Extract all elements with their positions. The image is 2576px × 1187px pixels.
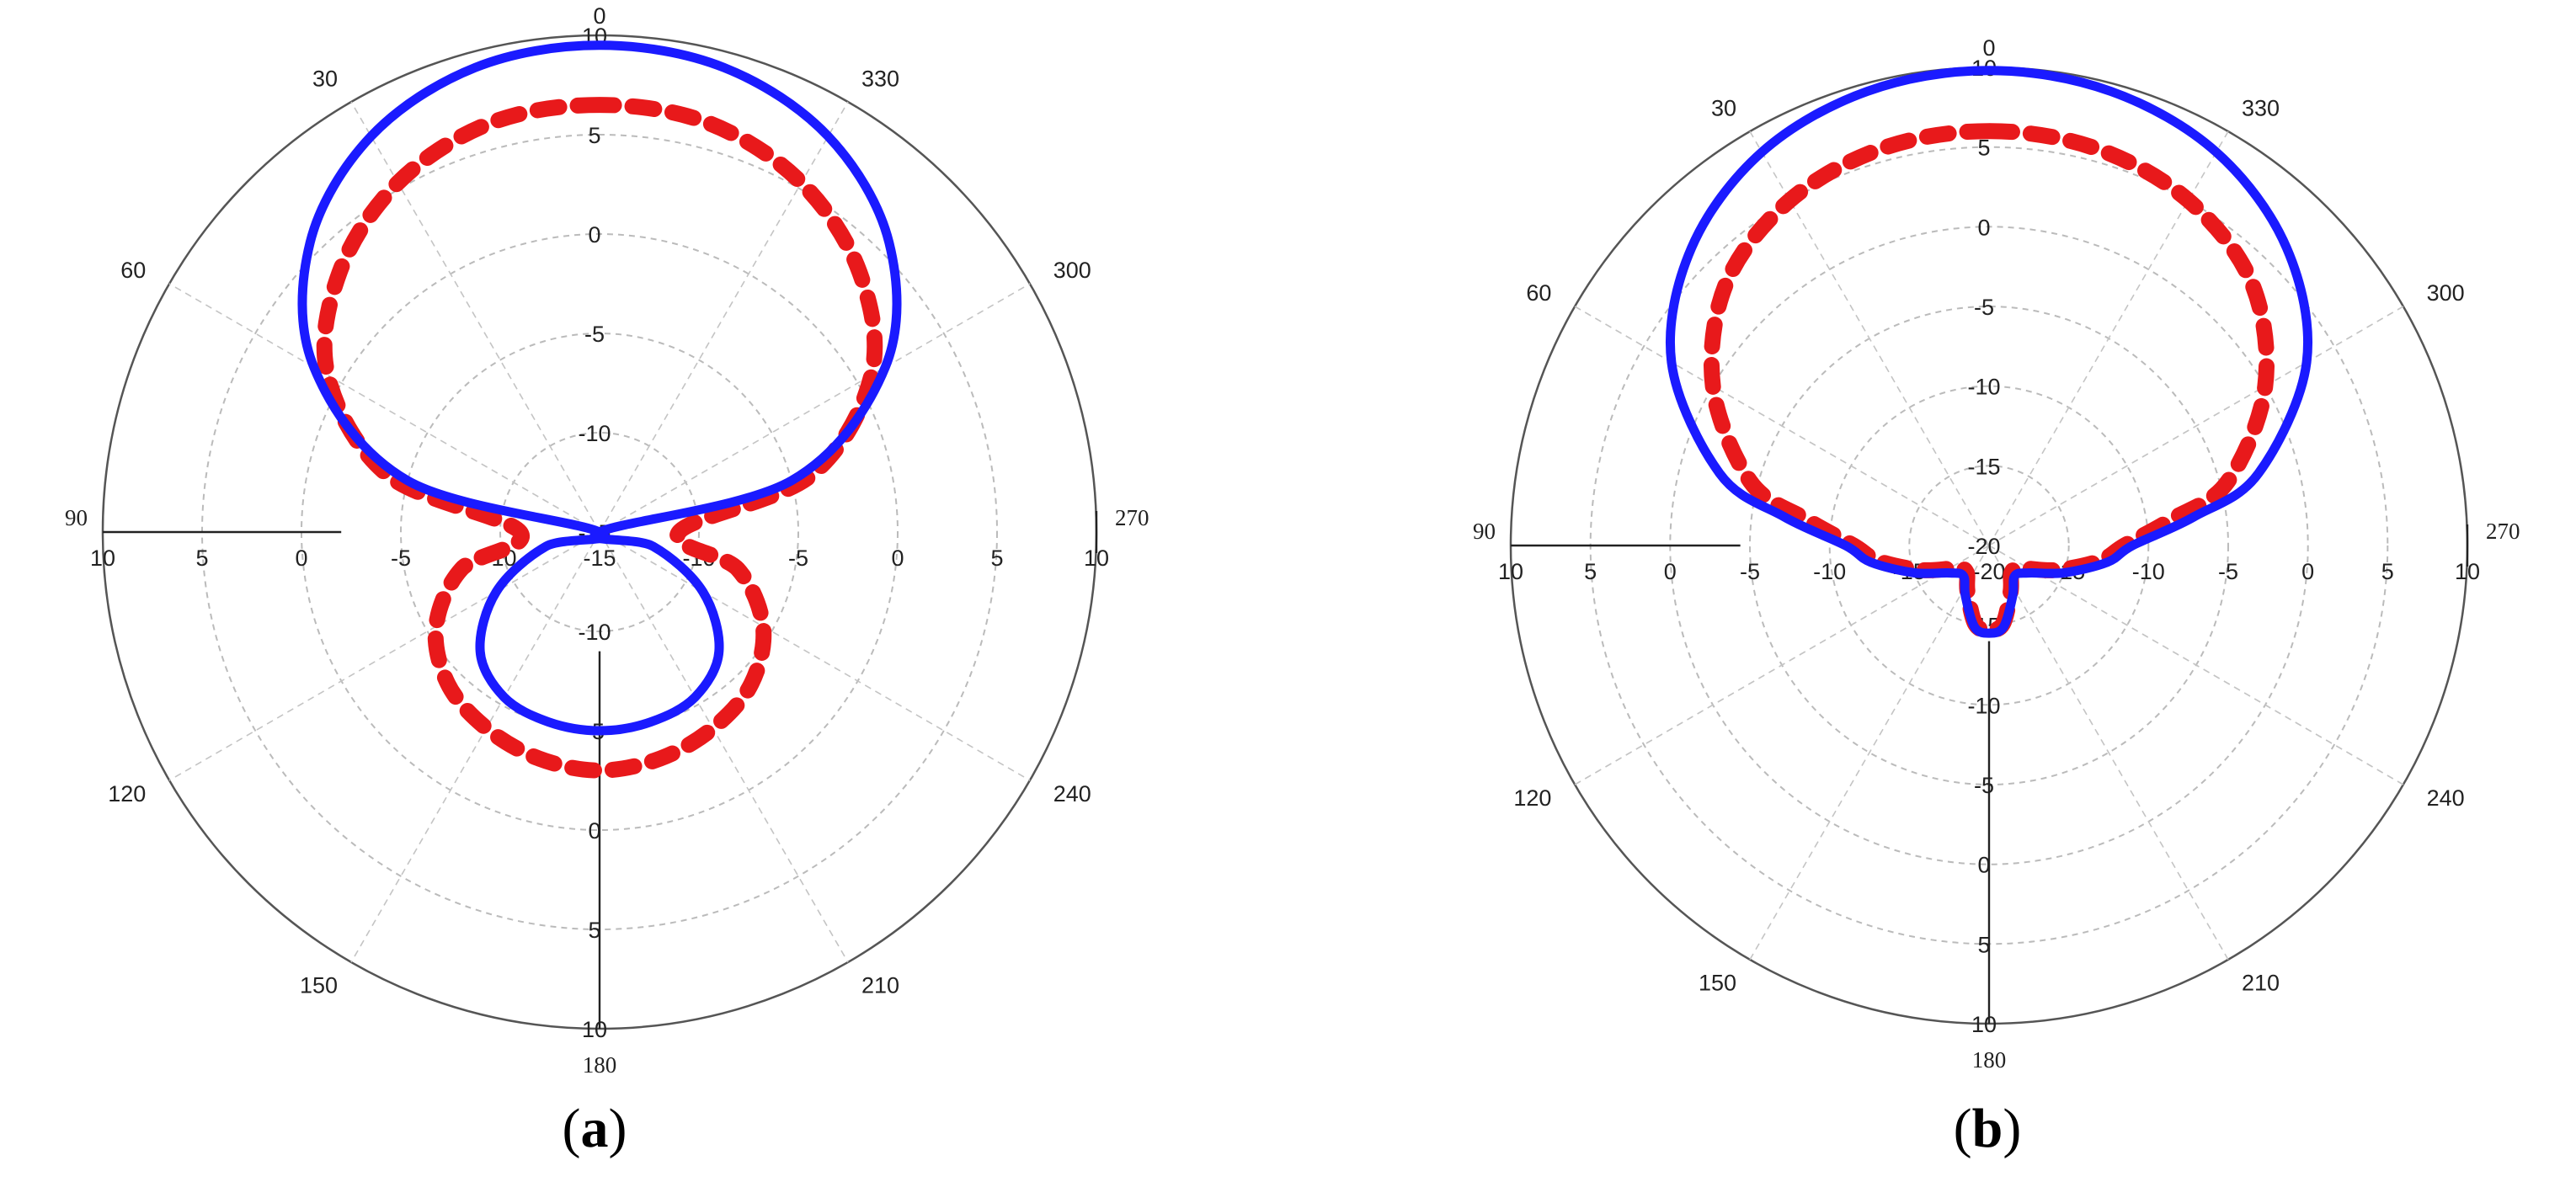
radial-label-horizontal: -20 <box>1972 559 2005 584</box>
series-dashed-line <box>1703 123 2275 638</box>
radial-label: 0 <box>588 222 600 248</box>
grid-spoke <box>168 531 600 781</box>
angle-label: 270 <box>2486 519 2520 544</box>
radial-label: -5 <box>584 322 605 347</box>
angle-label: 330 <box>2242 95 2280 120</box>
angle-label: 0 <box>1982 35 1995 61</box>
radial-label: -20 <box>1967 534 2000 559</box>
angle-label: 30 <box>312 66 338 91</box>
radial-label-horizontal: 10 <box>1498 559 1523 584</box>
radial-label: -10 <box>1967 693 2000 718</box>
angle-label: 60 <box>1526 280 1551 306</box>
grid-spoke <box>1988 306 2404 546</box>
radial-label-horizontal: 5 <box>2381 559 2394 584</box>
angle-label: 210 <box>861 973 899 998</box>
grid-spoke <box>350 101 600 533</box>
radial-label: 5 <box>1977 932 1990 957</box>
radial-label: 0 <box>588 818 600 844</box>
radial-label-horizontal: -10 <box>2132 559 2165 584</box>
angle-label: 300 <box>2427 280 2465 306</box>
grid-spoke <box>350 531 600 963</box>
series-solid-line <box>297 40 902 736</box>
grid-spoke <box>1749 130 1990 546</box>
angle-label: 90 <box>1473 519 1496 544</box>
radial-label-horizontal: 0 <box>891 546 904 571</box>
panel-label-a: (a) <box>563 1098 627 1159</box>
radial-label: -10 <box>578 421 611 446</box>
radial-label-horizontal: 0 <box>1664 559 1677 584</box>
angle-label: 30 <box>1711 95 1736 120</box>
radial-label-horizontal: -5 <box>391 546 411 571</box>
angle-label: 180 <box>1972 1047 2007 1073</box>
angle-label: 240 <box>1053 781 1091 806</box>
radial-label-horizontal: -5 <box>2218 559 2238 584</box>
radial-label-horizontal: -10 <box>1813 559 1846 584</box>
radial-label: 10 <box>582 1017 607 1042</box>
series-solid-line <box>1665 66 2313 638</box>
grid-spoke <box>599 283 1031 533</box>
grid-ring <box>499 432 700 632</box>
grid-spoke <box>1574 306 1990 546</box>
radial-label: 5 <box>588 123 600 148</box>
grid-ring <box>1908 465 2070 626</box>
radial-label: 0 <box>1977 215 1990 240</box>
angle-label: 180 <box>583 1052 617 1078</box>
angle-label: 330 <box>861 66 899 91</box>
grid-spoke <box>1988 545 2229 961</box>
grid-spoke <box>168 283 600 533</box>
radial-label: -10 <box>578 620 611 645</box>
angle-label: 150 <box>1699 971 1736 996</box>
angle-label: 300 <box>1053 258 1091 283</box>
radial-label: -15 <box>1967 454 2000 479</box>
radial-label-horizontal: 5 <box>1584 559 1597 584</box>
radial-label-horizontal: 10 <box>2455 559 2480 584</box>
radial-label-horizontal: 5 <box>990 546 1003 571</box>
angle-label: 210 <box>2242 971 2280 996</box>
grid-spoke <box>1574 545 1990 785</box>
radial-label-horizontal: -5 <box>1740 559 1760 584</box>
grid-spoke <box>599 531 849 963</box>
angle-label: 120 <box>1513 785 1551 811</box>
radial-label-horizontal: 5 <box>195 546 208 571</box>
angle-label: 90 <box>65 505 88 530</box>
grid-spoke <box>1988 130 2229 546</box>
radial-label: 5 <box>588 918 600 943</box>
radial-label: 5 <box>1977 136 1990 161</box>
panel-label-b: (b) <box>1954 1098 2022 1159</box>
radial-label: -10 <box>1967 375 2000 400</box>
polar-chart-a: 0 30 60 90 120 150 180 210 240 270 300 330 -15 -10 -5 0… <box>65 3 1149 1078</box>
radial-label: -5 <box>1974 295 1994 320</box>
angle-label: 120 <box>108 781 146 806</box>
angle-label: 60 <box>120 258 146 283</box>
series-dashed-line <box>316 97 883 779</box>
radial-label-horizontal: -15 <box>583 546 616 571</box>
polar-chart-b: 0 30 60 90 120 150 180 210 240 270 300 330 -20 -15 -10… <box>1473 35 2520 1073</box>
radial-label: -5 <box>1974 773 1994 798</box>
grid-spoke <box>599 101 849 533</box>
radial-label: 0 <box>1977 853 1990 878</box>
grid-spoke <box>1988 545 2404 785</box>
radial-label-horizontal: 0 <box>2301 559 2314 584</box>
radial-label-horizontal: -5 <box>788 546 808 571</box>
radial-label-horizontal: 0 <box>295 546 307 571</box>
radial-label-horizontal: 10 <box>90 546 115 571</box>
radial-label: 10 <box>1971 1012 1997 1037</box>
angle-label: 0 <box>593 3 605 29</box>
angle-label: 270 <box>1115 505 1149 530</box>
grid-spoke <box>599 531 1031 781</box>
grid-ring <box>1828 385 2150 706</box>
radial-label-horizontal: 10 <box>1084 546 1109 571</box>
angle-label: 150 <box>300 973 338 998</box>
grid-spoke <box>1749 545 1990 961</box>
angle-label: 240 <box>2427 785 2465 811</box>
